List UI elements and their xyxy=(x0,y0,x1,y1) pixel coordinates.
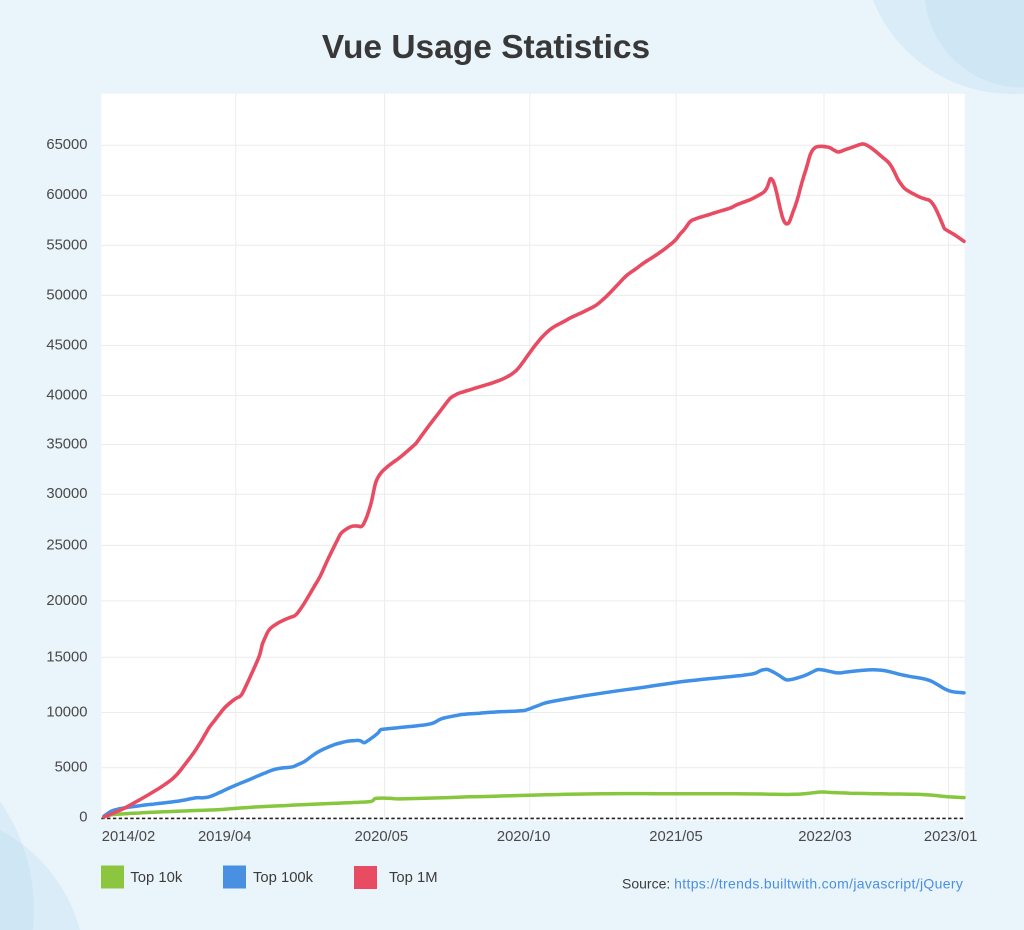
svg-text:2014/02: 2014/02 xyxy=(102,829,156,845)
svg-text:10000: 10000 xyxy=(46,705,87,721)
svg-text:40000: 40000 xyxy=(46,388,87,404)
svg-text:Source: https://trends.builtwi: Source: https://trends.builtwith.com/jav… xyxy=(622,875,963,891)
svg-text:2020/10: 2020/10 xyxy=(497,829,551,845)
svg-text:20000: 20000 xyxy=(46,593,87,609)
svg-text:Top 1M: Top 1M xyxy=(389,870,438,886)
svg-text:Vue Usage Statistics: Vue Usage Statistics xyxy=(322,29,650,66)
svg-text:2020/05: 2020/05 xyxy=(355,829,409,845)
svg-text:2021/05: 2021/05 xyxy=(649,829,703,845)
svg-text:55000: 55000 xyxy=(46,237,87,253)
svg-text:60000: 60000 xyxy=(46,187,87,203)
svg-text:5000: 5000 xyxy=(55,760,88,776)
svg-text:Top 100k: Top 100k xyxy=(253,870,314,886)
svg-text:2022/03: 2022/03 xyxy=(798,829,852,845)
svg-text:2019/04: 2019/04 xyxy=(198,829,252,845)
svg-text:0: 0 xyxy=(79,809,87,825)
svg-text:2023/01: 2023/01 xyxy=(924,829,978,845)
svg-text:65000: 65000 xyxy=(46,137,87,153)
svg-text:Top 10k: Top 10k xyxy=(130,870,182,886)
svg-text:30000: 30000 xyxy=(46,486,87,502)
svg-text:35000: 35000 xyxy=(46,437,87,453)
svg-text:25000: 25000 xyxy=(46,537,87,553)
svg-text:45000: 45000 xyxy=(46,338,87,354)
svg-text:50000: 50000 xyxy=(46,287,87,303)
svg-text:15000: 15000 xyxy=(46,649,87,665)
